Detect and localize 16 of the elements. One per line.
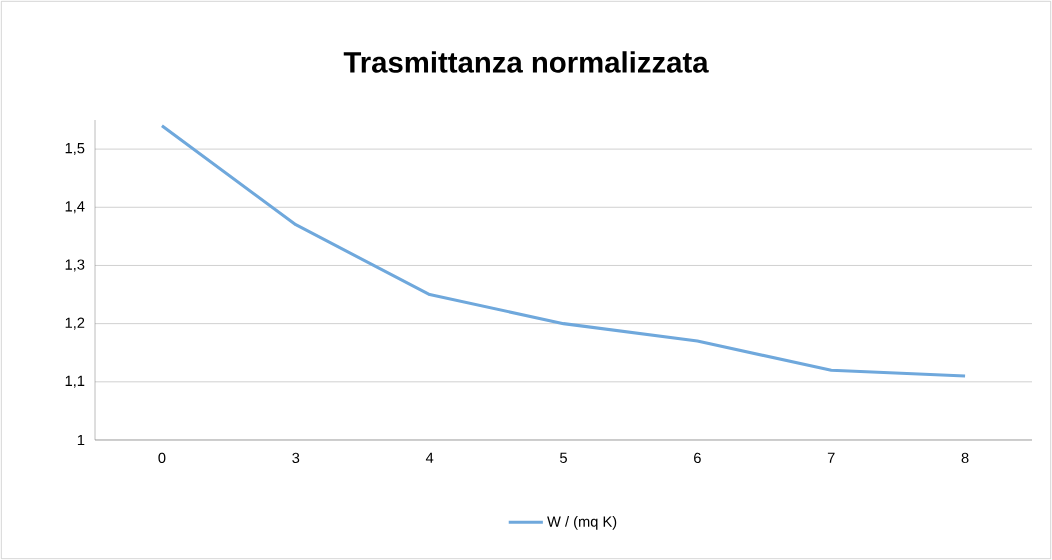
y-tick-label: 1,4 (65, 201, 85, 214)
chart-title: Trasmittanza normalizzata (343, 51, 709, 73)
x-tick-label: 8 (961, 452, 969, 464)
x-tick-label: 6 (694, 452, 701, 464)
y-tick-label: 1,3 (65, 259, 85, 272)
y-tick-label: 1,5 (65, 143, 85, 156)
x-tick-label: 3 (292, 452, 300, 464)
y-tick-label: 1,1 (65, 375, 85, 388)
x-tick-label: 0 (158, 452, 166, 464)
legend-label: W / (mq K) (547, 516, 617, 530)
y-tick-label: 1 (77, 434, 85, 446)
line-series (160, 124, 967, 378)
x-tick-label: 4 (425, 452, 434, 463)
x-tick-label: 5 (560, 452, 567, 463)
x-tick-label: 7 (827, 452, 835, 463)
y-tick-label: 1,2 (65, 317, 85, 330)
